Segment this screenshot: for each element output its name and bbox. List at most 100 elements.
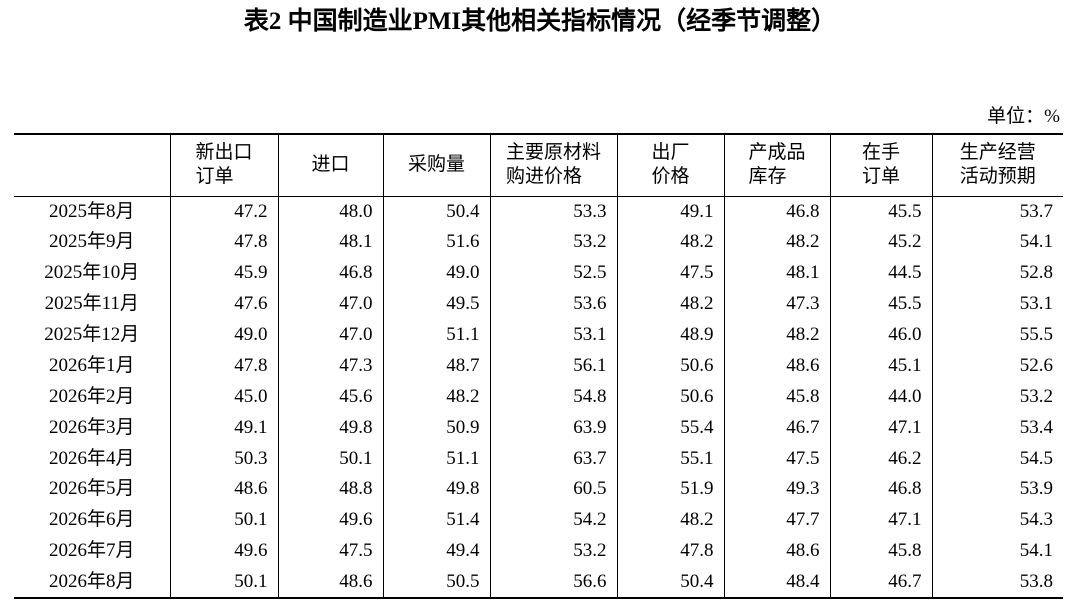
row-label: 2025年10月: [44, 262, 140, 284]
cell-value: 48.2: [723, 226, 830, 258]
cell-value: 54.1: [931, 226, 1063, 258]
cell-value: 47.6: [169, 288, 278, 320]
cell-value: 49.5: [382, 288, 490, 320]
cell-value: 48.2: [382, 381, 490, 413]
header-line: 产成品: [748, 142, 806, 164]
cell-value: 63.7: [489, 443, 617, 475]
cell-value: 45.0: [169, 381, 278, 413]
cell-value: 53.9: [931, 474, 1063, 505]
column-header: 主要原材料 购进价格: [489, 134, 617, 196]
header-line: 订单: [861, 166, 900, 188]
cell-value: 47.8: [169, 350, 278, 382]
column-header: 产成品 库存: [723, 134, 830, 196]
header-line: 库存: [748, 166, 787, 188]
column-header: 出厂 价格: [616, 134, 724, 196]
cell-value: 47.1: [829, 504, 932, 536]
cell-value: 50.1: [169, 504, 278, 536]
cell-value: 53.6: [489, 288, 617, 320]
cell-value: 48.6: [723, 350, 830, 382]
cell-value: 50.4: [382, 196, 490, 227]
cell-value: 45.8: [723, 381, 830, 413]
column-header: [14, 134, 170, 196]
cell-value: 51.6: [382, 226, 490, 258]
cell-value: 45.2: [829, 226, 932, 258]
table-row: 2026年7月 49.6 47.5 49.4 53.2 47.8 48.6 45.8 54.1: [14, 535, 1063, 567]
cell-value: 51.1: [382, 443, 490, 475]
table-row: 2025年9月 47.8 48.1 51.6 53.2 48.2 48.2 45.2 54.1: [14, 226, 1063, 258]
cell-value: 47.0: [277, 319, 383, 351]
cell-value: 46.7: [723, 412, 830, 444]
cell-value: 47.7: [723, 504, 830, 536]
header-block: 新出口 订单: [195, 141, 252, 189]
unit-note: 单位：%: [987, 106, 1060, 127]
header-block: 主要原材料 购进价格: [506, 141, 601, 189]
cell-value: 48.2: [616, 226, 724, 258]
table-row: 2026年2月 45.0 45.6 48.2 54.8 50.6 45.8 44.0 53.2: [14, 381, 1063, 413]
cell-value: 53.2: [489, 226, 617, 258]
cell-value: 63.9: [489, 412, 617, 444]
cell-value: 49.3: [723, 474, 830, 505]
cell-value: 46.8: [277, 257, 383, 289]
cell-value: 47.8: [169, 226, 278, 258]
table-row: 2026年1月 47.8 47.3 48.7 56.1 50.6 48.6 45.1 52.6: [14, 350, 1063, 382]
cell-value: 47.3: [723, 288, 830, 320]
cell-value: 54.1: [931, 535, 1063, 567]
cell-value: 48.4: [723, 566, 830, 598]
cell-value: 53.7: [931, 196, 1063, 227]
cell-value: 50.6: [616, 381, 724, 413]
header-line: 进口: [311, 154, 350, 176]
cell-value: 47.3: [277, 350, 383, 382]
header-line: 生产经营: [959, 142, 1036, 164]
table-row: 2025年12月 49.0 47.0 51.1 53.1 48.9 48.2 46.0 55.5: [14, 319, 1063, 351]
title: 表2 中国制造业PMI其他相关指标情况（经季节调整）: [243, 8, 837, 35]
cell-value: 45.8: [829, 535, 932, 567]
cell-value: 48.6: [169, 474, 278, 505]
row-label: 2026年4月: [48, 447, 135, 469]
cell-value: 45.5: [829, 288, 932, 320]
header-block: 生产经营 活动预期: [960, 141, 1036, 189]
cell-value: 51.9: [616, 474, 724, 505]
table-row: 2025年8月 47.2 48.0 50.4 53.3 49.1 46.8 45.5 53.7: [14, 196, 1063, 227]
table-row: 2026年6月 50.1 49.6 51.4 54.2 48.2 47.7 47.1 54.3: [14, 504, 1063, 536]
row-label: 2026年7月: [48, 540, 135, 562]
column-header: 生产经营 活动预期: [931, 134, 1063, 196]
header-line: 购进价格: [505, 166, 582, 188]
cell-value: 53.1: [931, 288, 1063, 320]
cell-value: 49.1: [616, 196, 724, 227]
header-line: 订单: [195, 166, 234, 188]
cell-value: 49.6: [169, 535, 278, 567]
cell-value: 53.3: [489, 196, 617, 227]
cell-value: 55.4: [616, 412, 724, 444]
cell-value: 47.8: [616, 535, 724, 567]
cell-value: 49.8: [277, 412, 383, 444]
data-table: 新出口 订单 进口 采购量 主要原材料 购进价格 出厂 价格 产成品 库存 在手 订单 生产经营 活动预期…: [14, 133, 1063, 599]
table-row: 2025年10月 45.9 46.8 49.0 52.5 47.5 48.1 44.5 52.8: [14, 257, 1063, 289]
cell-value: 47.5: [723, 443, 830, 475]
cell-value: 53.4: [931, 412, 1063, 444]
cell-value: 48.9: [616, 319, 724, 351]
cell-value: 50.6: [616, 350, 724, 382]
cell-value: 48.2: [616, 288, 724, 320]
cell-value: 48.2: [723, 319, 830, 351]
header-row: 新出口 订单 进口 采购量 主要原材料 购进价格 出厂 价格 产成品 库存 在手 订单 生产经营 活动预期: [14, 134, 1063, 196]
column-header: 采购量: [382, 134, 490, 196]
cell-value: 46.8: [829, 474, 932, 505]
cell-value: 46.7: [829, 566, 932, 598]
table-row: 2026年3月 49.1 49.8 50.9 63.9 55.4 46.7 47.1 53.4: [14, 412, 1063, 444]
cell-value: 48.8: [277, 474, 383, 505]
row-label: 2025年9月: [48, 231, 135, 253]
cell-value: 52.5: [489, 257, 617, 289]
column-header: 在手 订单: [829, 134, 932, 196]
cell-value: 48.6: [277, 566, 383, 598]
cell-value: 49.0: [169, 319, 278, 351]
cell-value: 54.5: [931, 443, 1063, 475]
cell-value: 51.4: [382, 504, 490, 536]
table-row: 2026年5月 48.6 48.8 49.8 60.5 51.9 49.3 46.8 53.9: [14, 474, 1063, 505]
cell-value: 53.2: [931, 381, 1063, 413]
header-block: 出厂 价格: [651, 141, 689, 189]
row-label: 2026年1月: [48, 354, 135, 376]
header-block: 进口: [311, 153, 349, 177]
cell-value: 56.6: [489, 566, 617, 598]
table-row: 2026年8月 50.1 48.6 50.5 56.6 50.4 48.4 46.7 53.8: [14, 566, 1063, 598]
row-label: 2025年8月: [48, 200, 135, 222]
